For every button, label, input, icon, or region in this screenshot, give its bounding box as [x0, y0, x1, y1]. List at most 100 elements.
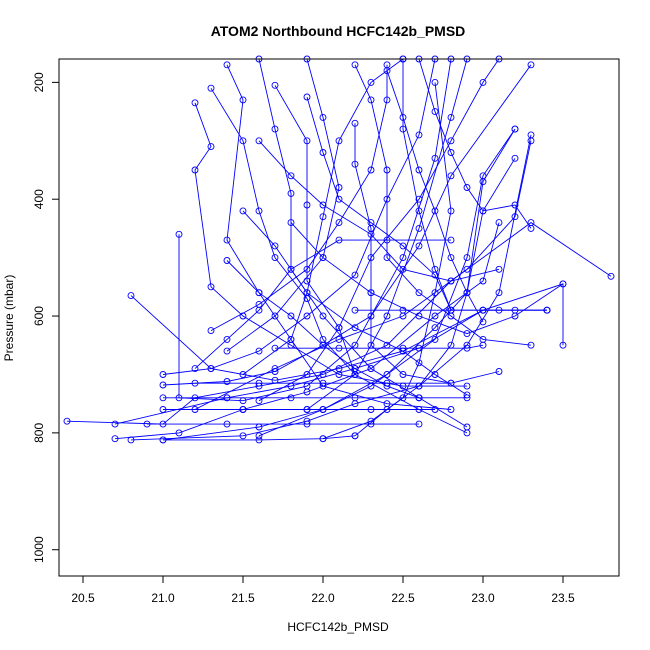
data-point: [495, 306, 503, 314]
data-point: [271, 365, 279, 373]
data-point: [527, 61, 535, 69]
y-axis-label: Pressure (mbar): [2, 275, 16, 362]
data-point: [447, 236, 455, 244]
data-point: [255, 289, 263, 297]
data-point: [431, 78, 439, 86]
data-point: [447, 306, 455, 314]
series-line: [354, 64, 532, 346]
data-point: [335, 335, 343, 343]
series-35: [287, 219, 567, 338]
data-point: [527, 224, 535, 232]
series-33: [223, 257, 423, 402]
data-point: [239, 371, 247, 378]
data-point: [367, 166, 375, 174]
series-3: [111, 280, 567, 428]
data-point: [223, 420, 231, 428]
data-point: [367, 365, 375, 373]
data-point: [367, 406, 375, 413]
data-point: [511, 312, 519, 320]
data-point: [415, 420, 423, 428]
data-point: [223, 394, 231, 402]
data-point: [319, 201, 327, 209]
series-34: [239, 207, 471, 399]
data-point: [447, 172, 455, 180]
series-line: [242, 210, 468, 396]
data-point: [303, 201, 311, 209]
data-point: [175, 429, 183, 437]
x-tick-label: 23.5: [551, 591, 575, 605]
data-point: [511, 213, 519, 221]
data-point: [447, 137, 455, 145]
data-point: [287, 189, 295, 197]
data-point: [207, 365, 215, 373]
data-point: [367, 219, 375, 227]
data-point: [479, 277, 487, 285]
data-point: [159, 406, 167, 413]
data-point: [415, 195, 423, 203]
data-point: [159, 381, 167, 389]
data-point: [223, 257, 231, 264]
data-point: [463, 391, 471, 399]
data-point: [223, 347, 231, 355]
data-point: [335, 137, 343, 145]
data-point: [191, 406, 199, 413]
series-15: [351, 61, 535, 349]
series-37: [303, 93, 455, 314]
data-point: [463, 289, 471, 297]
data-point: [207, 283, 215, 291]
data-point: [239, 137, 247, 145]
data-point: [383, 254, 391, 262]
data-point: [351, 365, 359, 373]
data-point: [479, 178, 487, 186]
data-point: [479, 78, 487, 86]
data-point: [255, 379, 263, 387]
data-point: [431, 371, 439, 378]
data-point: [223, 61, 231, 69]
data-point: [399, 347, 407, 355]
x-tick-label: 22.5: [391, 591, 415, 605]
data-point: [399, 394, 407, 402]
series-40: [191, 137, 535, 413]
series-line: [418, 58, 532, 229]
data-point: [511, 154, 519, 162]
series-line: [210, 64, 388, 331]
series-16: [399, 55, 551, 314]
data-point: [319, 379, 327, 387]
data-point: [191, 365, 199, 373]
data-point: [255, 436, 263, 444]
chart-title: ATOM2 Northbound HCFC142b_PMSD: [211, 23, 466, 39]
data-point: [399, 265, 407, 273]
data-point: [415, 394, 423, 402]
data-point: [559, 341, 567, 349]
series-1: [63, 219, 615, 428]
data-point: [431, 207, 439, 215]
data-point: [287, 312, 295, 320]
x-tick-label: 21.5: [231, 591, 255, 605]
data-point: [239, 432, 247, 440]
data-point: [335, 219, 343, 227]
data-point: [479, 207, 487, 215]
data-point: [511, 201, 519, 209]
data-point: [319, 406, 327, 413]
series-2: [127, 292, 551, 384]
data-point: [335, 371, 343, 378]
series-21: [191, 379, 455, 387]
series-8: [175, 55, 455, 405]
data-point: [383, 67, 391, 75]
series-line: [226, 58, 340, 352]
data-point: [207, 327, 215, 335]
data-point: [351, 306, 359, 314]
data-point: [335, 324, 343, 332]
data-point: [463, 254, 471, 262]
data-point: [399, 242, 407, 250]
data-point: [111, 420, 119, 428]
data-point: [383, 236, 391, 244]
data-point: [447, 341, 455, 349]
data-point: [351, 394, 359, 402]
data-point: [511, 125, 519, 133]
data-point: [383, 96, 391, 104]
data-point: [287, 394, 295, 402]
data-point: [159, 436, 167, 444]
data-point: [223, 236, 231, 244]
data-point: [495, 219, 503, 227]
